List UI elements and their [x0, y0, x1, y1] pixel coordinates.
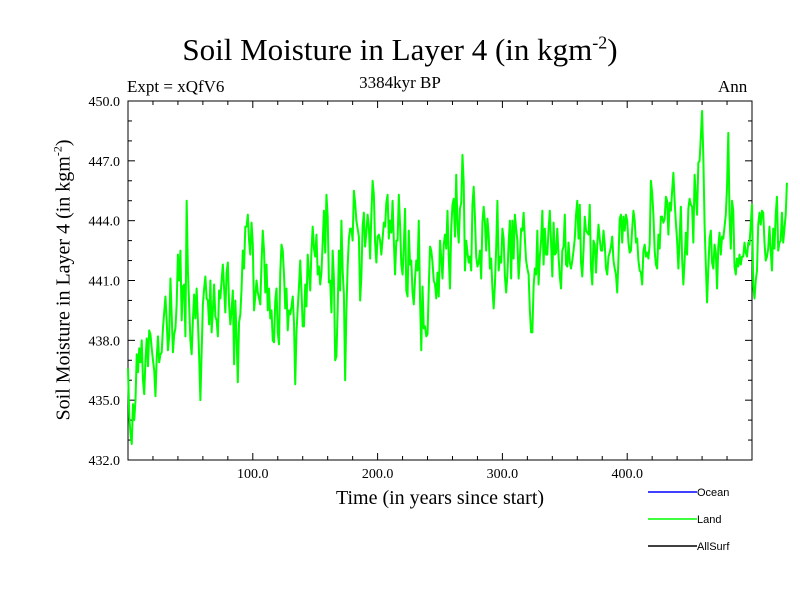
y-tick-label: 432.0 — [89, 454, 121, 469]
x-axis-label: Time (in years since start) — [335, 487, 545, 509]
series-group — [127, 109, 788, 446]
y-tick-label: 447.0 — [89, 155, 121, 170]
experiment-label: Expt = xQfV6 — [127, 77, 225, 96]
chart-title-text: Soil Moisture in Layer 4 (in kgm — [182, 32, 593, 67]
legend-label-land: Land — [697, 514, 721, 526]
x-tick-label: 400.0 — [611, 467, 643, 482]
chart-title-end: ) — [607, 32, 618, 67]
legend: Ocean Land AllSurf — [648, 487, 730, 553]
x-tick-label: 200.0 — [362, 467, 394, 482]
chart-title: Soil Moisture in Layer 4 (in kgm-2) — [0, 32, 800, 68]
y-tick-label: 441.0 — [89, 275, 121, 290]
y-tick-label: 444.0 — [89, 215, 121, 230]
axis-tick-labels: 100.0 200.0 300.0 400.0 432.0 435.0 438.0 441.0… — [89, 95, 643, 482]
y-tick-label: 450.0 — [89, 95, 121, 110]
legend-label-allsurf: AllSurf — [697, 541, 730, 553]
y-tick-label: 438.0 — [89, 334, 121, 349]
series-line-land — [127, 109, 788, 446]
legend-label-ocean: Ocean — [697, 487, 729, 499]
y-tick-label: 435.0 — [89, 394, 121, 409]
season-label: Ann — [718, 77, 748, 96]
x-tick-label: 300.0 — [487, 467, 519, 482]
chart-title-exponent: -2 — [592, 32, 608, 53]
chart-subtitle: 3384kyr BP — [359, 73, 441, 92]
x-tick-label: 100.0 — [237, 467, 269, 482]
